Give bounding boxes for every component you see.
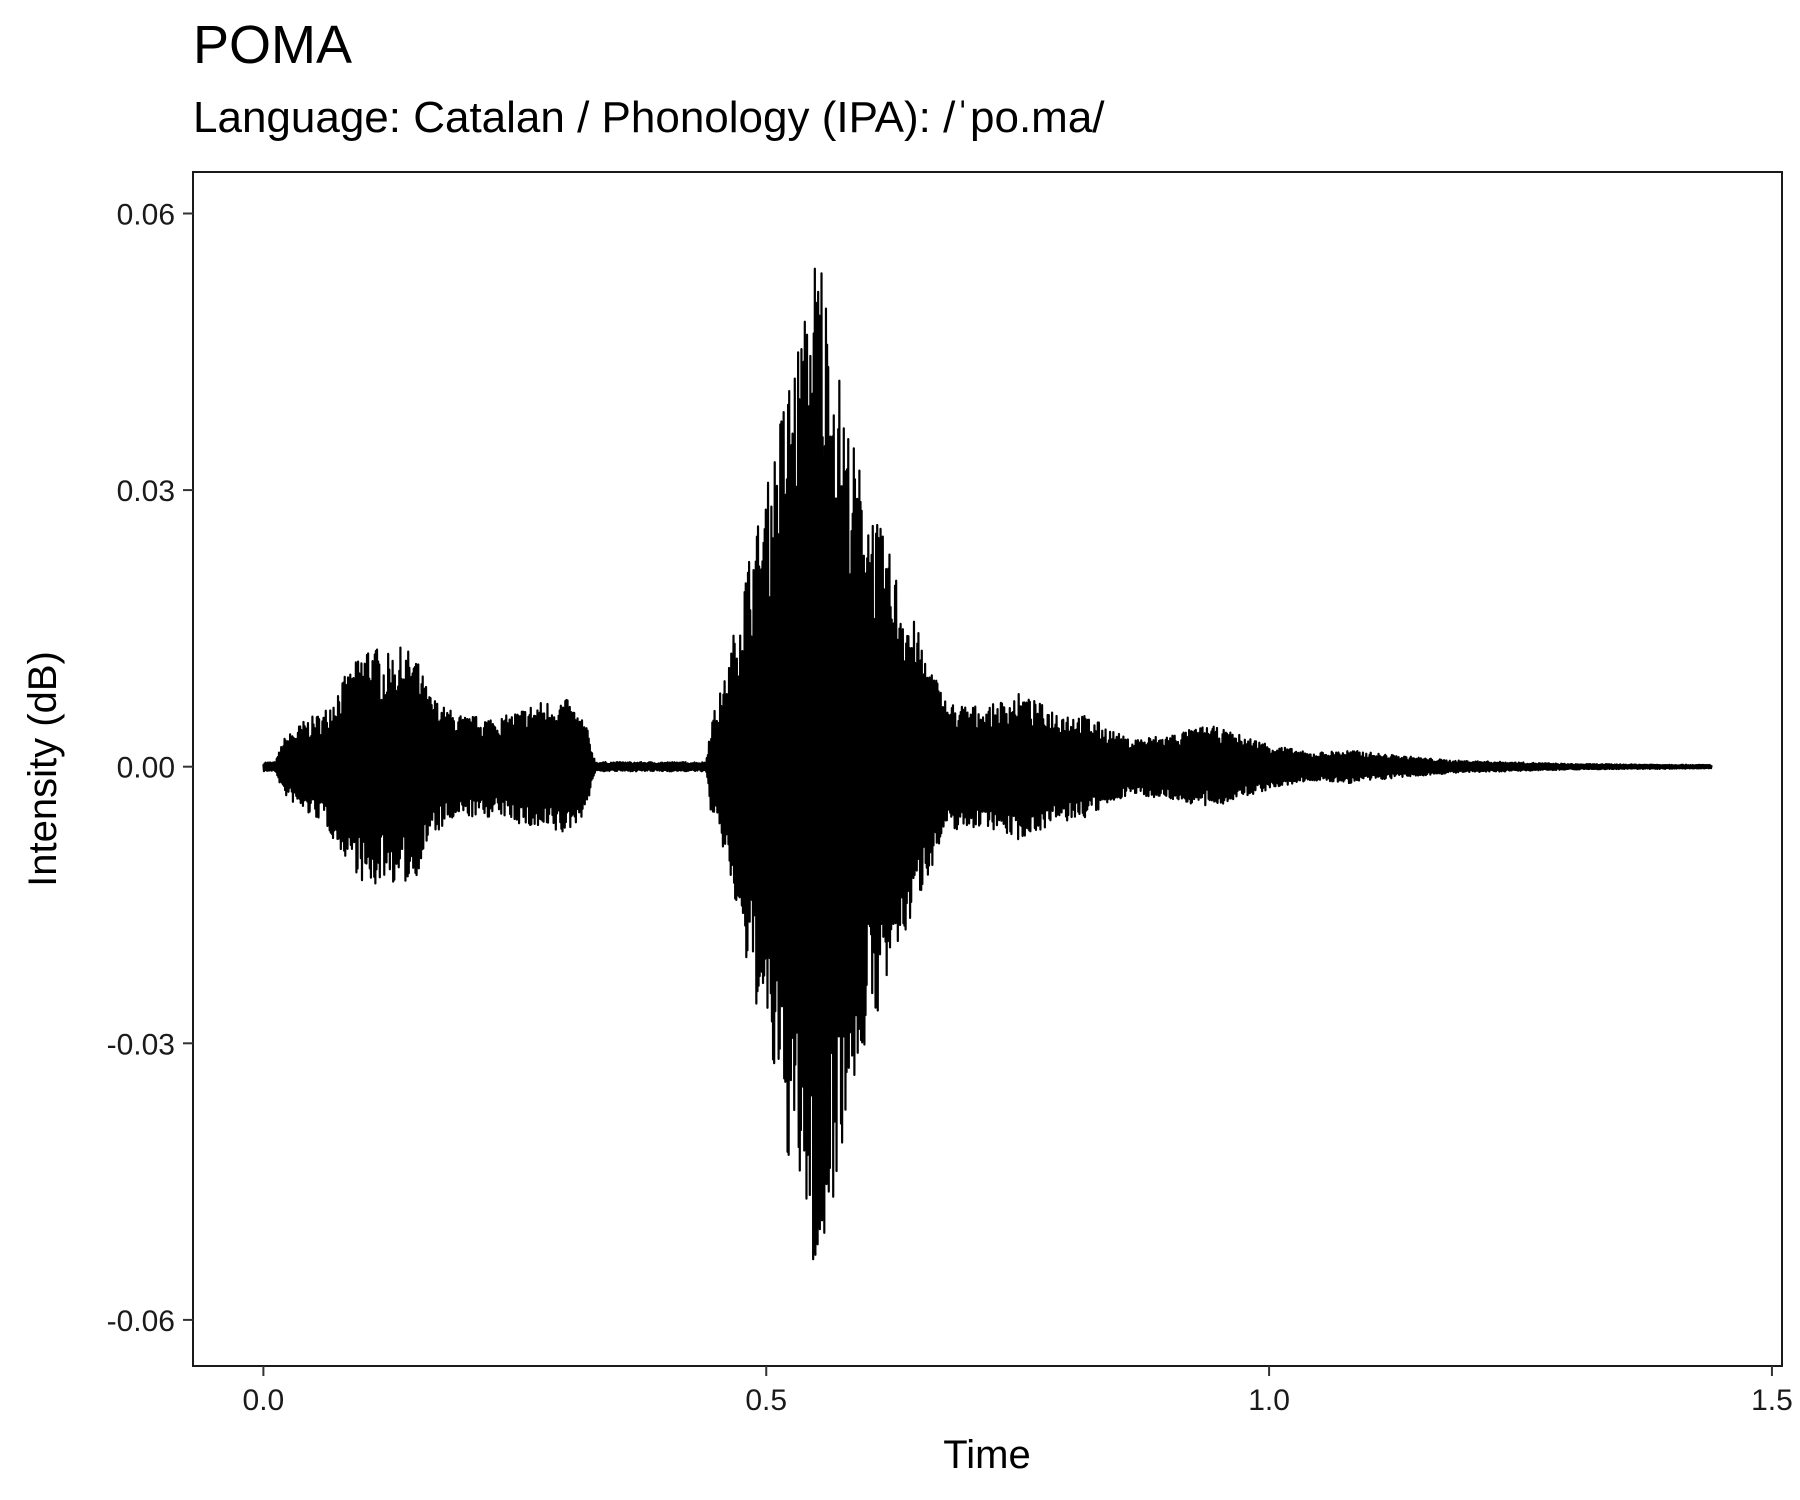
chart-subtitle: Language: Catalan / Phonology (IPA): /ˈp… [193, 93, 1105, 142]
x-axis-title: Time [943, 1433, 1030, 1477]
y-tick-label: -0.06 [107, 1305, 175, 1338]
x-tick-label: 1.5 [1751, 1384, 1793, 1417]
waveform-line [262, 267, 1713, 1261]
y-axis: 0.06 0.03 0.00 -0.03 -0.06 [107, 198, 193, 1338]
chart-title: POMA [193, 15, 353, 75]
x-tick-label: 0.0 [243, 1384, 285, 1417]
x-tick-label: 1.0 [1248, 1384, 1290, 1417]
y-axis-title: Intensity (dB) [21, 651, 65, 887]
y-tick-label: 0.06 [117, 198, 175, 231]
x-tick-label: 0.5 [745, 1384, 787, 1417]
y-tick-label: 0.03 [117, 475, 175, 508]
x-axis: 0.0 0.5 1.0 1.5 [243, 1366, 1793, 1417]
waveform-series [262, 267, 1713, 1261]
y-tick-label: -0.03 [107, 1028, 175, 1061]
y-tick-label: 0.00 [117, 752, 175, 785]
